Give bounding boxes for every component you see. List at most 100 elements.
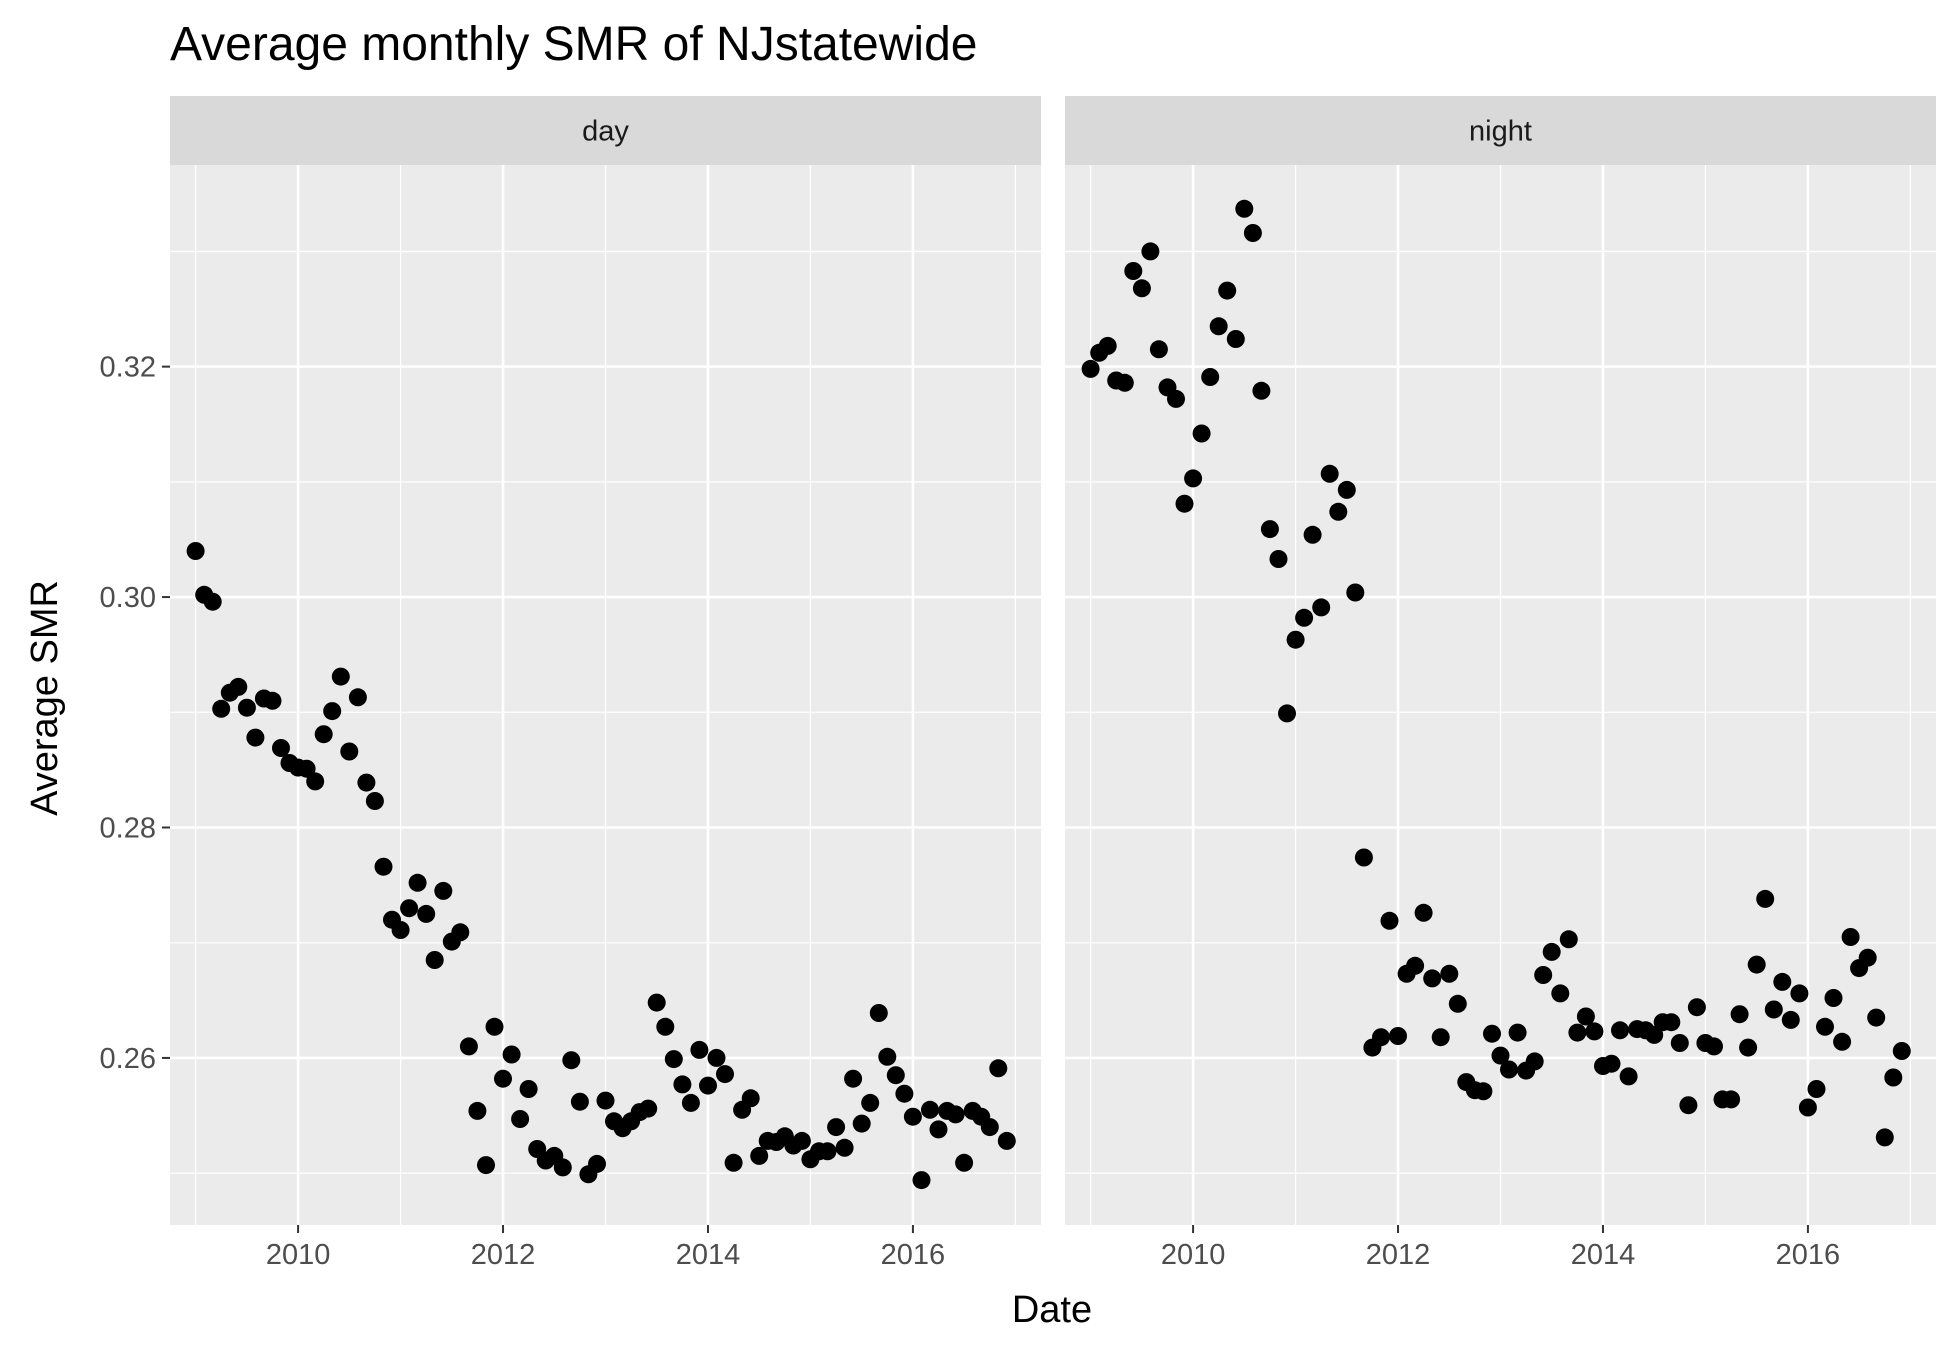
data-point xyxy=(588,1154,606,1173)
data-point xyxy=(596,1091,615,1110)
x-axis-title: Date xyxy=(1012,1289,1092,1331)
data-point xyxy=(1576,1007,1595,1026)
data-point xyxy=(955,1153,974,1172)
data-point xyxy=(434,881,453,900)
data-point xyxy=(1132,279,1151,298)
data-point xyxy=(1252,381,1271,400)
data-point xyxy=(1184,469,1203,488)
data-point xyxy=(1884,1068,1903,1087)
data-point xyxy=(1747,955,1766,974)
data-point xyxy=(878,1047,897,1066)
data-point xyxy=(1875,1128,1894,1147)
data-point xyxy=(459,1037,478,1056)
data-point xyxy=(417,904,436,923)
data-point xyxy=(477,1156,495,1175)
data-point xyxy=(1551,984,1570,1003)
data-point xyxy=(869,1004,888,1022)
data-point xyxy=(886,1066,905,1085)
data-point xyxy=(1201,368,1220,386)
x-tick-label: 2010 xyxy=(1161,1239,1226,1271)
data-point xyxy=(297,759,316,778)
data-point xyxy=(1602,1054,1621,1073)
data-point xyxy=(1500,1060,1518,1079)
data-point xyxy=(647,993,666,1012)
data-point xyxy=(912,1171,931,1190)
data-point xyxy=(997,1131,1016,1150)
data-point xyxy=(1764,1000,1783,1019)
data-point xyxy=(741,1089,760,1108)
data-point xyxy=(699,1076,717,1095)
data-point xyxy=(1414,903,1433,922)
data-point xyxy=(357,773,376,792)
data-point xyxy=(553,1158,572,1177)
data-point xyxy=(306,772,325,791)
data-point xyxy=(1320,464,1339,483)
data-point xyxy=(1833,1032,1852,1051)
data-point xyxy=(921,1100,939,1119)
data-point xyxy=(519,1080,538,1098)
data-point xyxy=(374,857,393,876)
chart-title: Average monthly SMR of NJstatewide xyxy=(170,18,977,71)
data-point xyxy=(1781,1010,1800,1029)
data-point xyxy=(1269,550,1288,568)
data-point xyxy=(852,1114,871,1133)
data-point xyxy=(1619,1067,1638,1086)
data-point xyxy=(1687,998,1706,1017)
y-tick-label: 0.32 xyxy=(100,352,156,384)
data-point xyxy=(1372,1028,1390,1047)
data-point xyxy=(314,725,333,744)
data-point xyxy=(1867,1008,1886,1027)
data-point xyxy=(639,1099,658,1118)
data-point xyxy=(1312,598,1331,617)
y-axis-title: Average SMR xyxy=(24,580,66,816)
data-point xyxy=(1124,262,1143,280)
data-point xyxy=(1303,525,1322,544)
data-point xyxy=(1474,1082,1493,1101)
data-point xyxy=(348,688,367,707)
data-point xyxy=(656,1017,675,1036)
data-point xyxy=(212,699,231,718)
data-point xyxy=(1534,966,1553,984)
panel-night: night xyxy=(1065,96,1936,1225)
data-point xyxy=(562,1051,581,1070)
data-point xyxy=(1175,494,1194,513)
data-point xyxy=(502,1045,521,1064)
data-point xyxy=(1286,630,1305,649)
data-point xyxy=(1611,1021,1629,1040)
data-point xyxy=(1730,1005,1749,1024)
data-point xyxy=(1824,989,1843,1007)
data-point xyxy=(323,702,342,721)
data-point xyxy=(989,1059,1008,1078)
data-point xyxy=(468,1101,487,1120)
data-point xyxy=(1892,1042,1911,1060)
data-point xyxy=(681,1093,700,1112)
data-point xyxy=(1406,956,1425,975)
facet-label-night: night xyxy=(1469,116,1532,148)
data-point xyxy=(690,1040,709,1059)
data-point xyxy=(750,1146,769,1165)
data-point xyxy=(1278,704,1296,723)
data-point xyxy=(1380,911,1399,930)
data-point xyxy=(1756,889,1775,908)
data-point xyxy=(246,728,265,747)
data-point xyxy=(835,1138,854,1157)
data-point xyxy=(792,1131,811,1150)
data-point xyxy=(818,1142,837,1161)
data-point xyxy=(1705,1037,1723,1056)
data-point xyxy=(1192,424,1211,443)
data-point xyxy=(1790,984,1809,1003)
data-point xyxy=(1149,340,1168,359)
facet-strip xyxy=(1065,96,1936,165)
data-point xyxy=(1141,242,1160,261)
data-point xyxy=(1260,520,1279,539)
data-point xyxy=(263,691,282,710)
data-point xyxy=(1816,1017,1834,1036)
data-point xyxy=(929,1120,948,1139)
data-point xyxy=(1841,928,1860,946)
data-point xyxy=(272,739,290,757)
y-tick-label: 0.30 xyxy=(100,582,156,614)
data-point xyxy=(1098,336,1117,355)
data-point xyxy=(340,742,359,761)
data-point xyxy=(203,592,222,611)
